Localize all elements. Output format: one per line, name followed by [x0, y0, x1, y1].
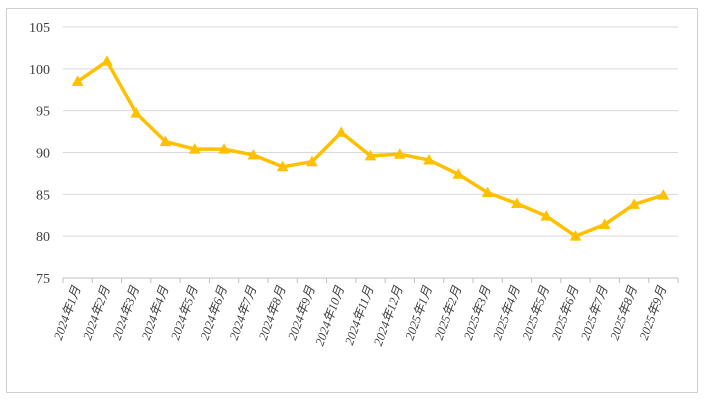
data-point-marker	[481, 186, 494, 198]
data-point-marker	[306, 155, 318, 167]
data-point-marker	[511, 197, 523, 209]
data-point-marker	[393, 148, 406, 159]
x-tick-label: 2025年1月	[402, 284, 435, 342]
data-point-marker	[188, 143, 201, 154]
data-point-marker	[247, 148, 260, 160]
data-point-marker	[540, 210, 553, 221]
data-point-marker	[364, 149, 377, 161]
y-tick-label: 95	[36, 105, 50, 120]
x-tick-label: 2025年8月	[607, 284, 640, 342]
x-tick-label: 2025年6月	[549, 284, 582, 342]
y-tick-label: 90	[36, 147, 50, 162]
data-point-marker	[598, 218, 611, 229]
x-tick-label: 2024年5月	[168, 284, 201, 342]
x-tick-label: 2025年7月	[578, 284, 611, 342]
y-tick-label: 105	[29, 21, 50, 36]
x-tick-label: 2024年6月	[197, 284, 230, 342]
y-tick-label: 100	[29, 63, 50, 78]
x-tick-label: 2025年2月	[432, 284, 465, 342]
x-tick-label: 2025年9月	[637, 284, 670, 342]
data-point-marker	[130, 107, 143, 118]
x-tick-label: 2024年3月	[110, 284, 143, 342]
data-point-marker	[335, 126, 348, 137]
data-point-marker	[452, 168, 465, 179]
chart-frame	[6, 8, 698, 393]
x-tick-label: 2025年3月	[461, 284, 494, 342]
data-point-marker	[101, 55, 113, 66]
x-tick-label: 2024年4月	[139, 284, 172, 342]
x-tick-label: 2025年5月	[520, 284, 553, 342]
x-tick-label: 2024年2月	[80, 284, 113, 342]
data-point-marker	[218, 143, 230, 154]
x-tick-label: 2025年4月	[490, 284, 523, 342]
data-point-marker	[71, 75, 84, 86]
x-tick-label: 2024年10月	[312, 284, 347, 348]
x-tick-label: 2024年9月	[285, 284, 318, 342]
y-tick-label: 85	[36, 188, 50, 203]
data-point-marker	[276, 160, 289, 172]
x-tick-label: 2024年1月	[51, 284, 84, 342]
x-tick-label: 2024年11月	[342, 284, 376, 347]
data-point-marker	[159, 135, 172, 147]
x-axis: 2024年1月2024年2月2024年3月2024年4月2024年5月2024年…	[51, 277, 679, 348]
y-axis: 75 80 85 90 95 100 105	[29, 21, 50, 287]
series-group	[71, 55, 670, 241]
y-tick-label: 80	[36, 230, 50, 245]
data-point-marker	[628, 198, 640, 209]
x-tick-label: 2024年7月	[227, 284, 260, 342]
data-point-marker	[569, 230, 582, 241]
series-line	[76, 59, 664, 238]
data-point-marker	[423, 154, 435, 165]
x-tick-label: 2024年12月	[371, 284, 406, 348]
data-point-marker	[657, 189, 670, 200]
x-tick-label: 2024年8月	[256, 284, 289, 342]
y-tick-label: 75	[36, 272, 50, 287]
